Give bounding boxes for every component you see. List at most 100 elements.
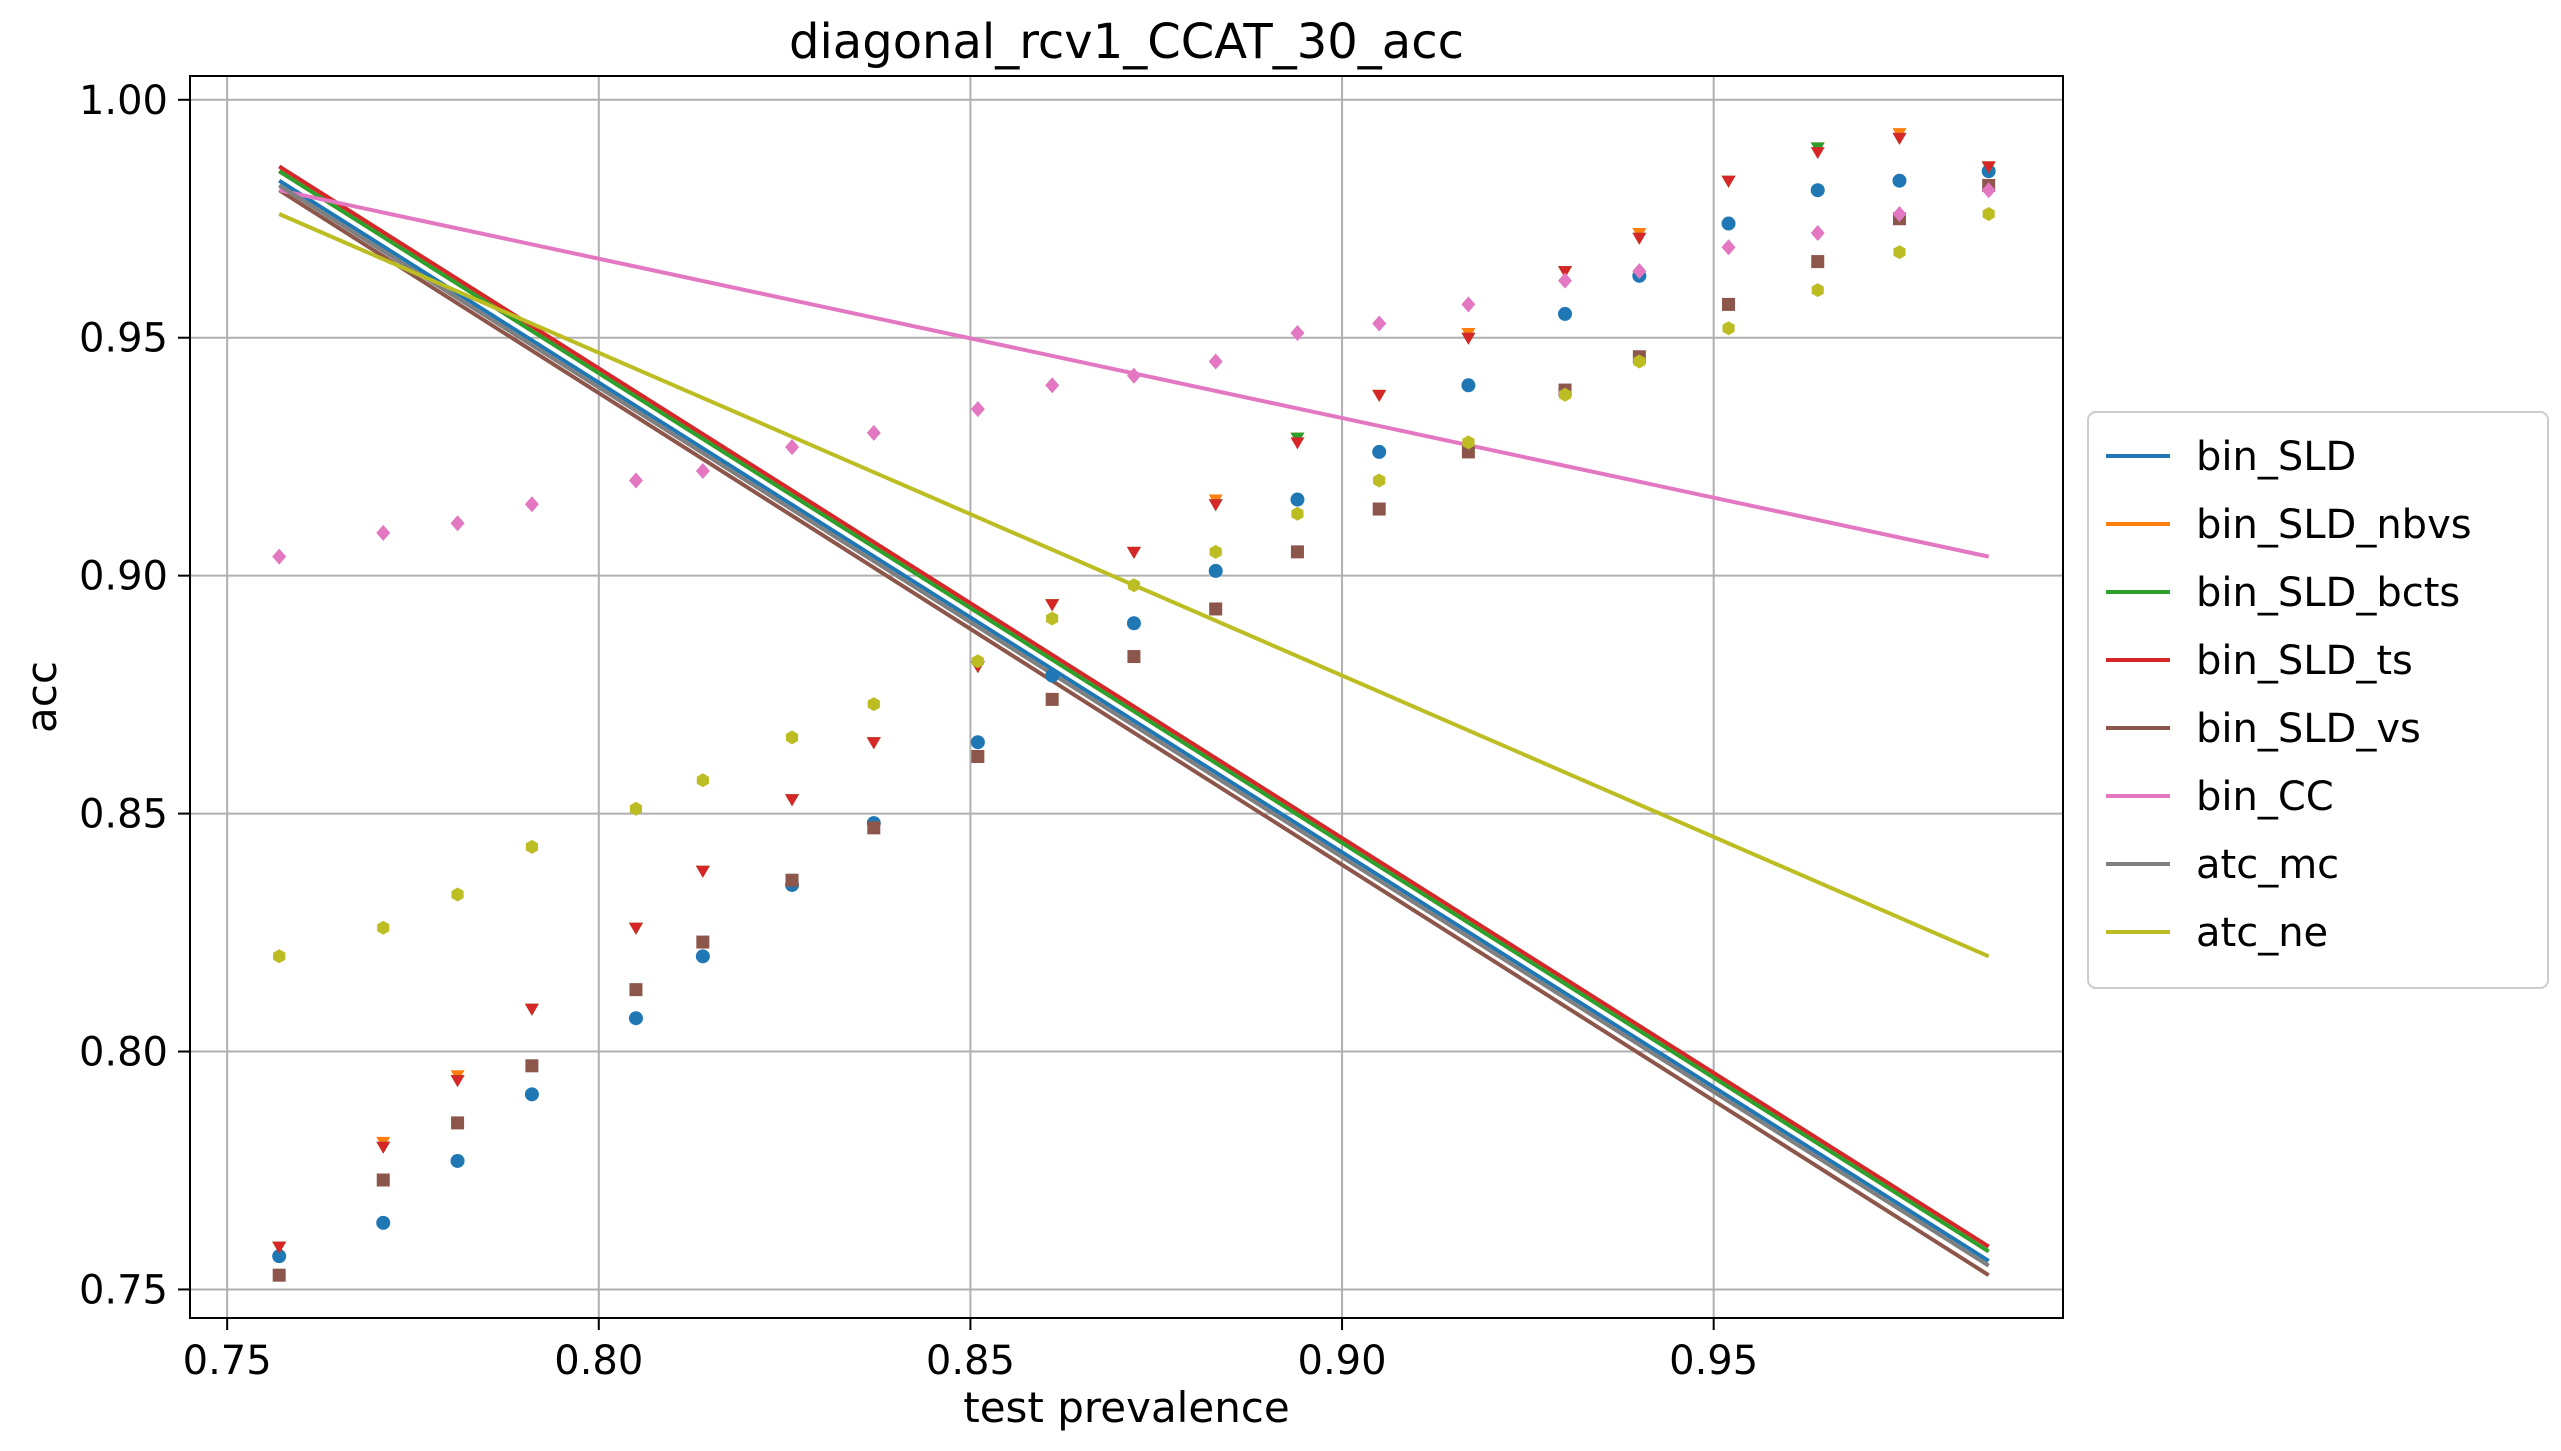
data-point-atc_ne <box>1722 321 1735 336</box>
y-tick-label: 0.90 <box>79 554 168 600</box>
data-point-bin_SLD_ts <box>866 737 881 750</box>
data-point-bin_SLD <box>1558 306 1573 321</box>
legend-label-bin_SLD_nbvs: bin_SLD_nbvs <box>2196 502 2472 548</box>
data-point-bin_SLD <box>695 949 710 964</box>
legend: bin_SLD bin_SLD_nbvs bin_SLD_bcts bin_SLD_t… <box>2087 411 2549 989</box>
data-point-bin_SLD_ts <box>628 922 643 935</box>
data-point-atc_ne <box>696 773 709 788</box>
data-point-bin_SLD <box>1126 616 1141 631</box>
data-point-bin_SLD_ts <box>450 1075 465 1088</box>
data-point-atc_ne <box>525 839 538 854</box>
data-point-atc_ne <box>273 949 286 964</box>
plot-frame <box>189 75 2064 1319</box>
data-point-bin_SLD_vs <box>696 935 710 949</box>
x-tick-label: 0.75 <box>183 1338 272 1384</box>
data-point-bin_SLD <box>1461 378 1476 393</box>
data-point-bin_SLD_ts <box>1810 147 1825 160</box>
data-point-atc_ne <box>377 920 390 935</box>
data-point-bin_CC <box>1558 272 1573 289</box>
data-point-atc_ne <box>1811 283 1824 298</box>
data-point-bin_CC <box>1045 377 1060 394</box>
fit-line-atc_mc <box>278 183 1990 1268</box>
data-point-bin_SLD_vs <box>629 983 643 997</box>
data-point-bin_SLD_vs <box>451 1116 465 1130</box>
legend-label-bin_SLD_ts: bin_SLD_ts <box>2196 638 2413 684</box>
legend-label-bin_SLD: bin_SLD <box>2196 434 2356 480</box>
fit-line-bin_SLD_ts <box>278 164 1990 1249</box>
data-point-bin_SLD_ts <box>785 794 800 807</box>
data-point-atc_ne <box>1982 207 1995 221</box>
chart-title: diagonal_rcv1_CCAT_30_acc <box>789 14 1464 70</box>
legend-label-bin_SLD_bcts: bin_SLD_bcts <box>2196 570 2460 616</box>
x-tick-label: 0.95 <box>1669 1338 1758 1384</box>
data-point-bin_CC <box>1892 206 1907 222</box>
data-point-atc_ne <box>1893 245 1906 260</box>
data-point-bin_SLD_ts <box>524 1003 539 1016</box>
data-point-bin_SLD <box>1290 492 1305 507</box>
data-point-bin_SLD_vs <box>867 821 881 835</box>
data-point-bin_SLD_vs <box>785 873 799 887</box>
data-point-atc_ne <box>1127 578 1140 593</box>
data-point-bin_SLD_vs <box>1811 255 1825 269</box>
data-point-bin_SLD <box>450 1153 465 1168</box>
data-point-bin_CC <box>970 401 985 418</box>
data-point-bin_SLD_ts <box>1892 132 1907 145</box>
data-point-bin_CC <box>1290 324 1305 341</box>
data-point-atc_ne <box>451 887 464 902</box>
data-point-bin_SLD_vs <box>376 1173 390 1187</box>
data-point-bin_CC <box>1372 315 1387 332</box>
data-point-bin_SLD_ts <box>1208 499 1223 512</box>
data-point-bin_CC <box>376 524 391 541</box>
grid <box>190 76 2063 1318</box>
data-point-bin_CC <box>628 472 643 489</box>
data-point-atc_ne <box>1209 544 1222 559</box>
data-point-bin_SLD <box>1208 563 1223 578</box>
data-point-bin_SLD_ts <box>376 1141 391 1154</box>
data-point-bin_SLD_ts <box>1632 232 1647 245</box>
data-point-atc_ne <box>867 697 880 712</box>
data-point-atc_ne <box>629 801 642 816</box>
data-point-bin_CC <box>272 548 287 565</box>
data-point-bin_SLD_ts <box>1558 266 1573 279</box>
axis-ticks: 0.75 0.80 0.85 0.90 0.95 0.75 0.80 0.85 0.90 0.95… <box>79 78 1758 1384</box>
x-tick-label: 0.80 <box>554 1338 643 1384</box>
data-point-bin_CC <box>1810 225 1825 242</box>
data-point-bin_SLD <box>1372 444 1387 459</box>
data-point-bin_CC <box>785 439 800 456</box>
data-point-atc_ne <box>971 654 984 669</box>
data-point-bin_CC <box>450 515 465 532</box>
data-point-bin_SLD_ts <box>272 1241 287 1254</box>
data-point-atc_ne <box>1046 611 1059 626</box>
data-point-bin_SLD <box>1810 183 1825 198</box>
y-tick-label: 0.75 <box>79 1267 168 1313</box>
y-axis-label: acc <box>17 661 66 733</box>
data-point-atc_ne <box>1291 506 1304 521</box>
fit-line-bin_SLD_vs <box>278 188 1990 1277</box>
legend-label-atc_mc: atc_mc <box>2196 842 2339 888</box>
data-point-bin_CC <box>1461 296 1476 313</box>
data-point-bin_SLD_ts <box>1721 175 1736 188</box>
data-point-bin_CC <box>1126 367 1141 384</box>
data-point-bin_CC <box>866 424 881 441</box>
data-points <box>272 128 1996 1282</box>
legend-box <box>2087 411 2549 989</box>
y-tick-label: 0.95 <box>79 316 168 362</box>
data-point-bin_SLD_ts <box>1045 599 1060 612</box>
fit-line-bin_SLD_bcts <box>278 169 1990 1254</box>
data-point-bin_SLD <box>1045 668 1060 683</box>
legend-label-bin_CC: bin_CC <box>2196 774 2334 820</box>
data-point-bin_SLD_ts <box>1372 389 1387 402</box>
data-point-bin_CC <box>1981 182 1996 199</box>
y-tick-label: 0.80 <box>79 1030 168 1076</box>
y-tick-label: 1.00 <box>79 78 168 124</box>
data-point-bin_SLD <box>970 735 985 750</box>
data-point-bin_SLD_vs <box>1461 445 1475 459</box>
data-point-atc_ne <box>1462 435 1475 450</box>
data-point-bin_SLD_vs <box>1372 502 1386 516</box>
data-point-bin_SLD <box>524 1087 539 1102</box>
data-point-bin_SLD_vs <box>1127 650 1141 664</box>
data-point-bin_CC <box>524 496 539 513</box>
x-tick-label: 0.90 <box>1298 1338 1387 1384</box>
data-point-bin_SLD_ts <box>1461 332 1476 345</box>
data-point-bin_SLD_vs <box>1209 602 1223 616</box>
